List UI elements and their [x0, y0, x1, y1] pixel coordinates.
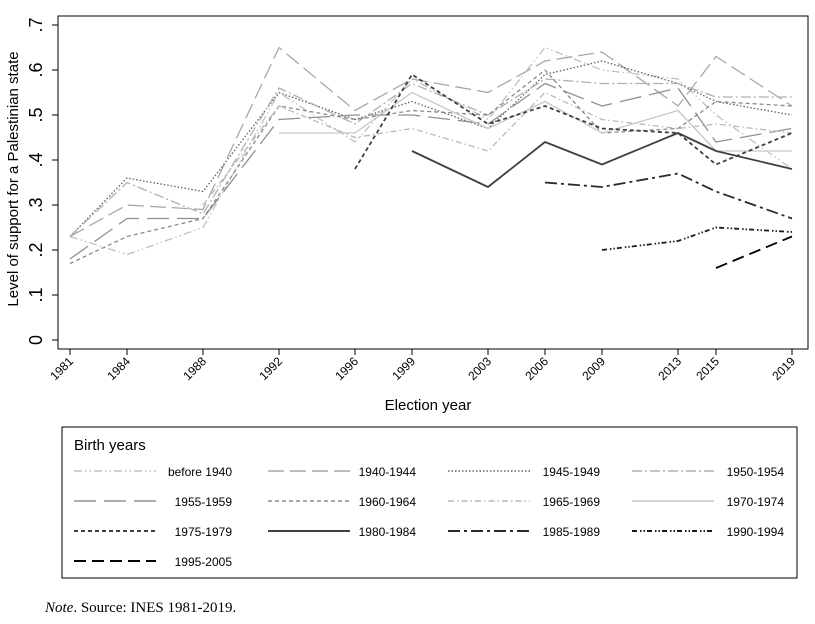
series-line-1995-2005: [715, 235, 793, 269]
series-line-1960-1964: [69, 69, 793, 265]
series-line-before-1940: [69, 46, 793, 256]
series-line-1950-1954: [69, 78, 792, 237]
legend-label: 1975-1979: [175, 525, 233, 539]
series-lines: [69, 46, 793, 269]
series-line-1945-1949: [69, 60, 793, 237]
y-tick-label: 0: [26, 335, 46, 345]
source-note: Note. Source: INES 1981-2019.: [45, 600, 236, 617]
legend-label: 1955-1959: [175, 495, 233, 509]
series-line-1965-1969: [202, 91, 793, 206]
x-tick-label: 2015: [693, 354, 722, 383]
legend-label: 1950-1954: [727, 465, 785, 479]
x-tick-label: 1996: [332, 354, 361, 383]
legend-title: Birth years: [74, 437, 146, 454]
x-axis-label: Election year: [385, 397, 472, 414]
legend-label: 1970-1974: [727, 495, 785, 509]
x-tick-label: 1999: [389, 354, 418, 383]
y-tick-label: .2: [26, 242, 46, 257]
x-tick-label: 2003: [465, 354, 494, 383]
y-tick-label: .7: [26, 17, 46, 32]
y-tick-label: .4: [26, 152, 46, 167]
legend-label: 1995-2005: [175, 555, 233, 569]
legend-label: 1980-1984: [359, 525, 417, 539]
x-tick-label: 1992: [256, 354, 285, 383]
y-tick-label: .1: [26, 287, 46, 302]
legend: Birth years before 1940 1940-1944 1945-194…: [61, 426, 798, 579]
series-line-1980-1984: [411, 132, 793, 188]
y-tick-label: .5: [26, 107, 46, 122]
legend-label: before 1940: [168, 465, 232, 479]
y-axis: 0 .1 .2 .3 .4 .5 .6 .7: [26, 17, 58, 345]
note-label: Note: [45, 600, 74, 616]
x-tick-label: 2019: [769, 354, 798, 383]
x-tick-label: 2009: [579, 354, 608, 383]
legend-box: [61, 426, 798, 579]
plot-area: [57, 15, 809, 350]
series-line-1970-1974: [279, 91, 792, 152]
legend-label: 1960-1964: [359, 495, 417, 509]
legend-label: 1990-1994: [727, 525, 785, 539]
legend-label: 1945-1949: [543, 465, 601, 479]
x-tick-label: 1981: [47, 354, 76, 383]
y-axis-label: Level of support for a Palestinian state: [5, 51, 22, 306]
y-tick-label: .3: [26, 197, 46, 212]
x-axis: 1981 1984 1988 1992 1996 1999 2003 2006 2009 2013…: [47, 349, 798, 383]
legend-label: 1985-1989: [543, 525, 601, 539]
series-line-1990-1994: [601, 226, 793, 251]
x-tick-label: 1984: [104, 354, 133, 383]
chart: 0 .1 .2 .3 .4 .5 .6 .7 1981 1984 1988 1992 1996 1999…: [5, 15, 809, 579]
y-tick-label: .6: [26, 62, 46, 77]
x-tick-label: 2006: [522, 354, 551, 383]
x-tick-label: 2013: [655, 354, 684, 383]
legend-label: 1965-1969: [543, 495, 601, 509]
legend-label: 1940-1944: [359, 465, 417, 479]
x-tick-label: 1988: [180, 354, 209, 383]
note-text: . Source: INES 1981-2019.: [73, 600, 237, 616]
series-line-1955-1959: [69, 82, 793, 260]
